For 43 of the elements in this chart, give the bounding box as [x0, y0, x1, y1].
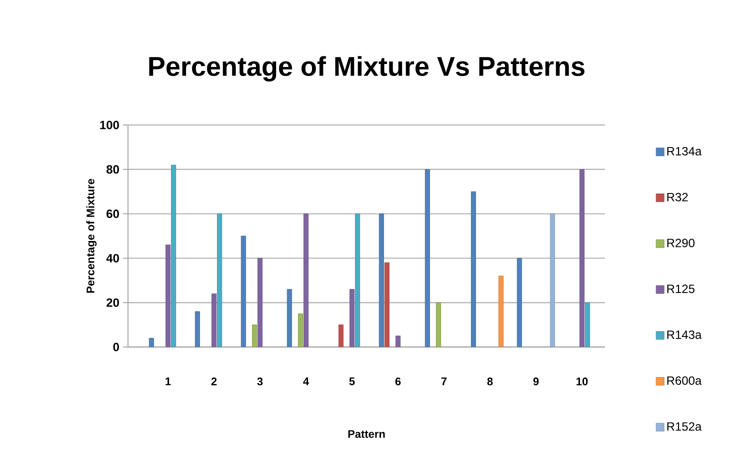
legend-label: R125: [667, 284, 694, 294]
bar: [355, 214, 360, 347]
x-tick-label: 4: [303, 378, 310, 386]
y-tick-label: 40: [106, 254, 119, 262]
y-tick-label: 80: [106, 165, 119, 174]
bar: [436, 302, 441, 347]
legend-label: R600a: [667, 376, 702, 385]
legend-label: R290: [667, 238, 695, 248]
x-tick-label: 2: [211, 378, 217, 386]
bar: [498, 276, 504, 347]
bar: [424, 169, 430, 347]
y-tick-label: 60: [106, 210, 119, 218]
bar: [286, 289, 292, 347]
legend-label: R152a: [667, 422, 702, 431]
x-tick-label: 7: [441, 378, 447, 386]
bar: [252, 324, 257, 347]
chart-title: Percentage of Mixture Vs Patterns: [149, 56, 584, 82]
bar: [217, 214, 222, 347]
x-tick-label: 10: [576, 378, 588, 386]
bar: [470, 191, 476, 347]
x-tick-label: 9: [533, 378, 539, 386]
bar: [378, 214, 384, 347]
y-tick-label: 20: [106, 298, 119, 307]
x-tick-label: 8: [487, 378, 493, 386]
bar: [550, 214, 556, 347]
legend-label: R134a: [667, 146, 702, 156]
legend-label: R143a: [667, 330, 702, 339]
bar: [194, 311, 200, 347]
bar: [585, 302, 590, 347]
y-tick-label: 0: [113, 342, 119, 352]
bar: [516, 258, 522, 347]
bar: [171, 164, 176, 347]
bar: [298, 313, 303, 347]
x-tick-label: 5: [349, 378, 355, 386]
x-tick-label: 6: [395, 378, 401, 386]
bar: [240, 236, 246, 347]
y-axis-title: Percentage of Mixture: [86, 178, 97, 293]
x-tick-label: 1: [166, 378, 171, 386]
bar: [148, 338, 154, 347]
y-tick-label: 100: [100, 120, 119, 130]
x-tick-label: 3: [257, 378, 263, 386]
x-axis-title: Pattern: [348, 430, 385, 438]
legend-label: R32: [667, 192, 688, 202]
